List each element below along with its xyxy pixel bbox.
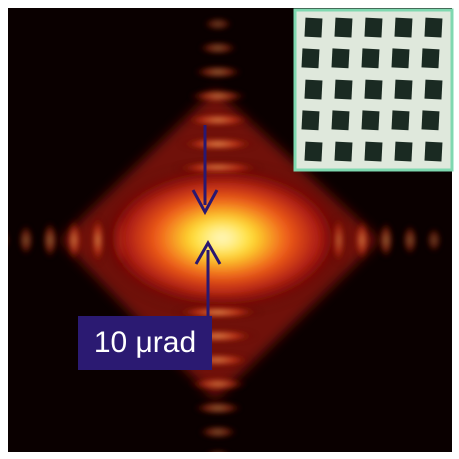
mesh-hole bbox=[361, 110, 380, 131]
fringe-v bbox=[426, 227, 442, 253]
mesh-hole bbox=[304, 141, 323, 162]
fringe-h bbox=[178, 137, 258, 151]
mesh-hole bbox=[364, 17, 383, 38]
fringe-h bbox=[205, 449, 231, 452]
scale-label: 10 μrad bbox=[94, 326, 196, 359]
fringe-v bbox=[42, 221, 58, 259]
mesh-hole bbox=[394, 17, 413, 38]
mesh-hole bbox=[304, 79, 323, 100]
fringe-h bbox=[173, 305, 263, 319]
mesh-hole bbox=[334, 17, 353, 38]
mesh-hole bbox=[424, 79, 443, 100]
inset bbox=[293, 8, 454, 172]
mesh-hole bbox=[394, 141, 413, 162]
fringe-v bbox=[66, 218, 82, 262]
mesh-hole bbox=[364, 141, 383, 162]
fringe-h bbox=[198, 425, 238, 439]
fringe-h bbox=[203, 17, 233, 31]
mesh-hole bbox=[391, 110, 410, 131]
mesh bbox=[301, 17, 443, 162]
arrow-head bbox=[194, 239, 222, 265]
fringe-h bbox=[188, 89, 248, 103]
fringe-h bbox=[183, 113, 253, 127]
arrow-head bbox=[191, 189, 219, 216]
central-spot bbox=[102, 168, 342, 308]
mesh-hole bbox=[391, 48, 410, 69]
fringe-v bbox=[378, 221, 394, 259]
mesh-hole bbox=[334, 141, 353, 162]
mesh-hole bbox=[421, 110, 440, 131]
fringe-v bbox=[8, 231, 10, 249]
mesh-hole bbox=[331, 110, 350, 131]
mesh-hole bbox=[424, 17, 443, 38]
mesh-hole bbox=[301, 110, 320, 131]
mesh-hole bbox=[301, 48, 320, 69]
mesh-hole bbox=[364, 79, 383, 100]
fringe-h bbox=[193, 65, 243, 79]
fringe-v bbox=[18, 224, 34, 256]
label-box bbox=[78, 316, 212, 370]
fringe-h bbox=[193, 401, 243, 415]
mesh-hole bbox=[304, 17, 323, 38]
mesh-hole bbox=[424, 141, 443, 162]
mesh-hole bbox=[331, 48, 350, 69]
mesh-hole bbox=[334, 79, 353, 100]
mesh-hole bbox=[394, 79, 413, 100]
fringe-h bbox=[198, 41, 238, 55]
fringe-v bbox=[402, 224, 418, 256]
fringe-h bbox=[188, 377, 248, 391]
fringe-v bbox=[90, 215, 106, 265]
mesh-hole bbox=[361, 48, 380, 69]
mesh-hole bbox=[421, 48, 440, 69]
fringe-v bbox=[354, 218, 370, 262]
